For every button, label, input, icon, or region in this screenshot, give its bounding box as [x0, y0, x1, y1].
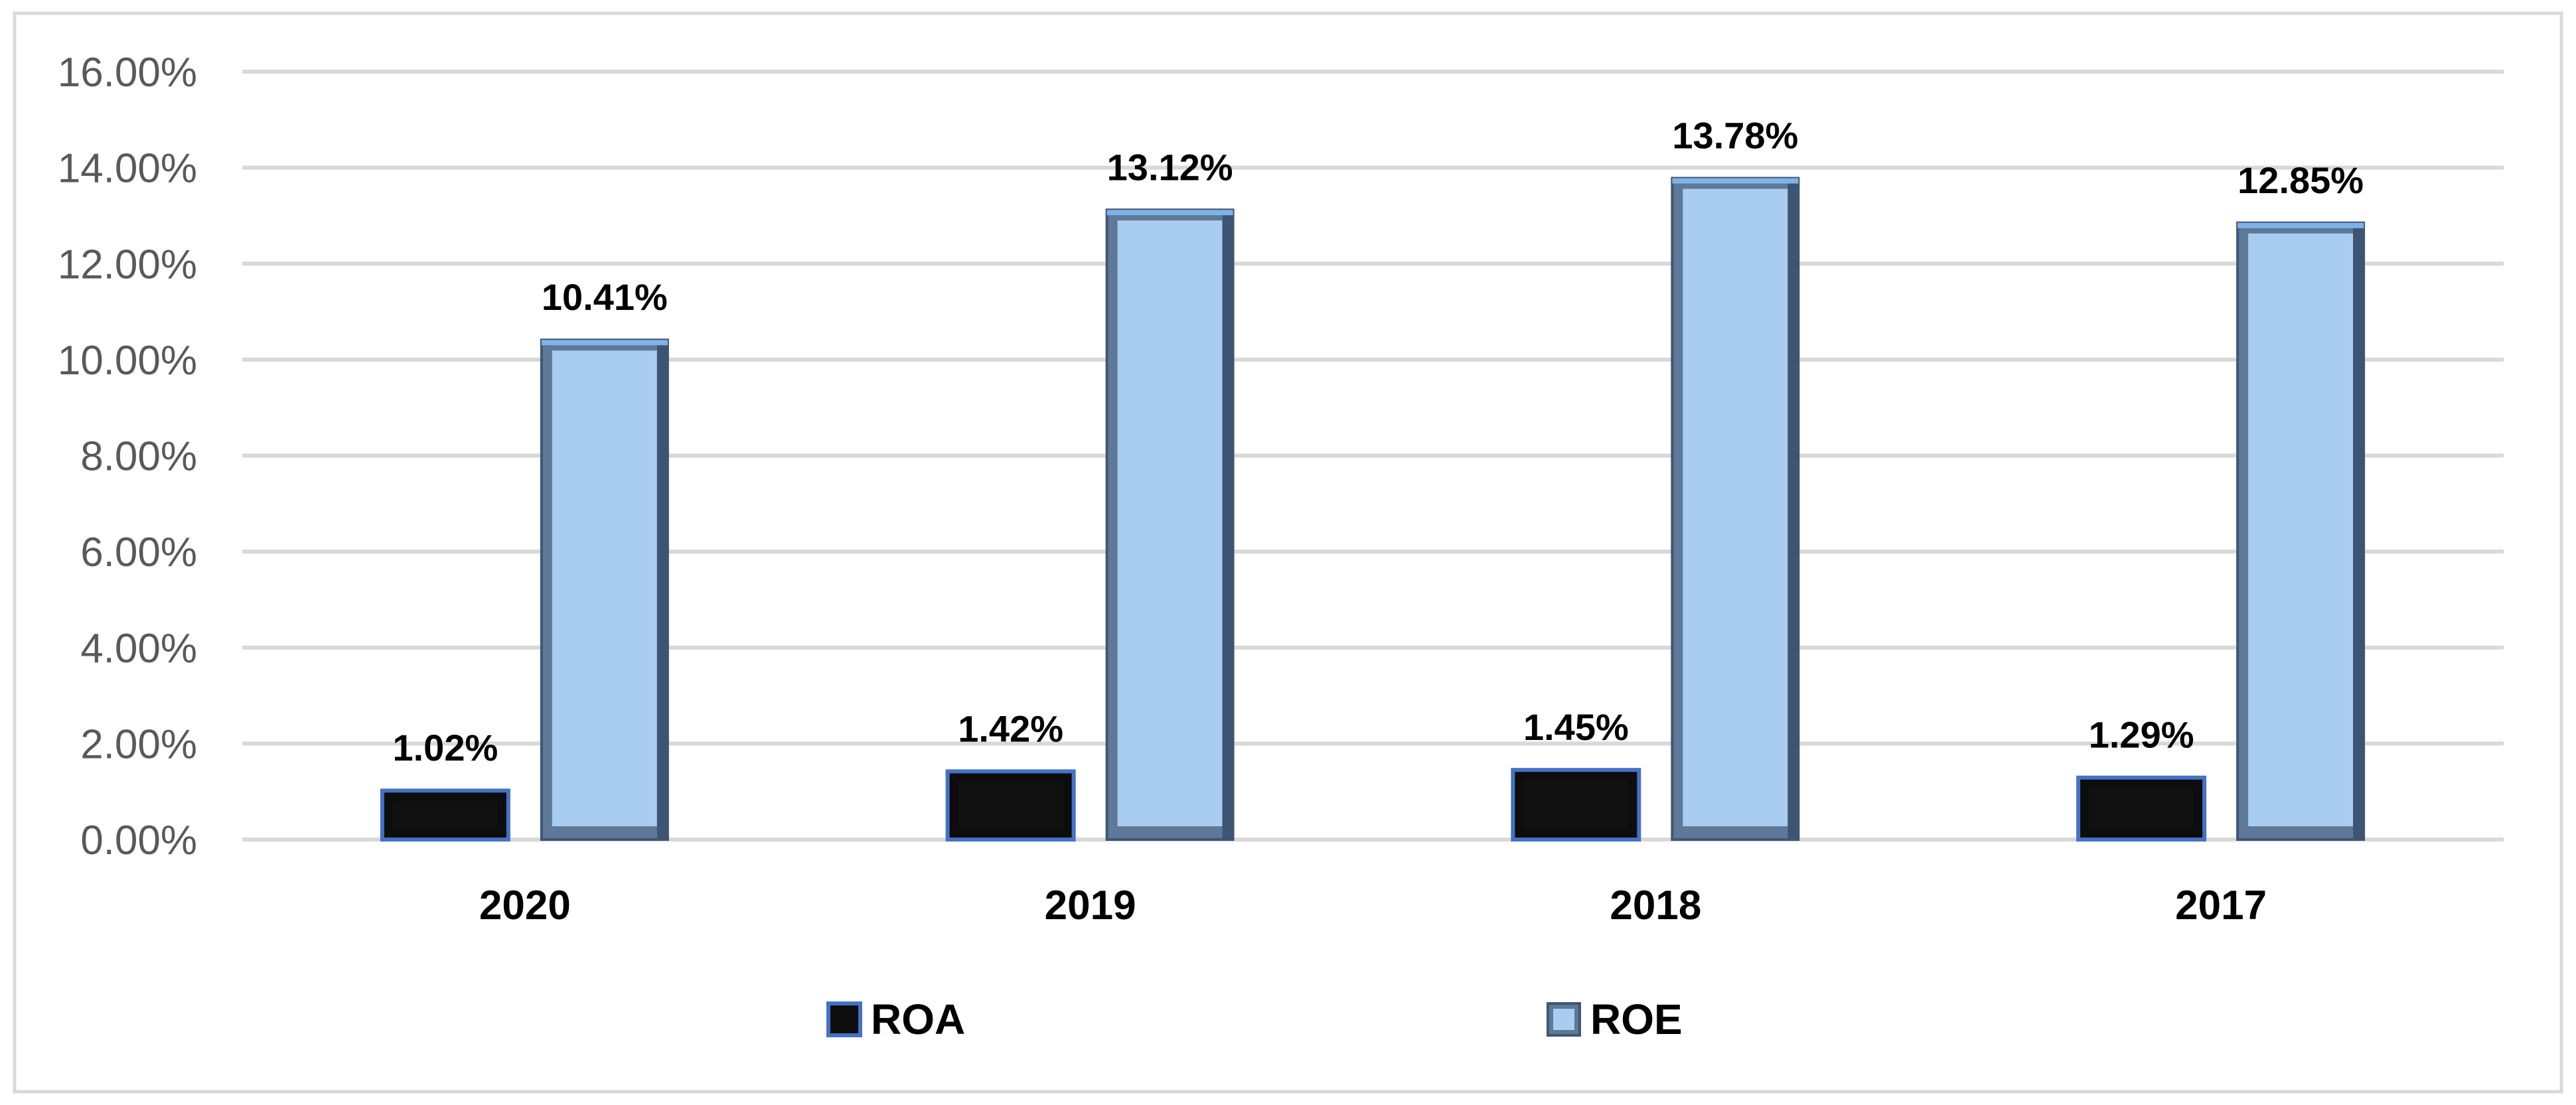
legend-item-roe: ROE	[1547, 995, 1683, 1043]
bar-side	[1787, 178, 1799, 840]
bar-face	[2089, 788, 2194, 829]
y-tick-label: 2.00%	[80, 721, 197, 767]
bar-face	[958, 782, 1063, 829]
data-label-roa-2020: 1.02%	[392, 727, 498, 769]
data-label-roe-2020: 10.41%	[542, 276, 668, 318]
bar-roe-2018	[1671, 177, 1800, 841]
legend-label: ROE	[1590, 995, 1683, 1043]
y-tick-label: 12.00%	[58, 242, 197, 287]
bar-top-edge	[541, 340, 668, 346]
bar-roa-2018	[1511, 768, 1641, 842]
bar-roa-2019	[945, 769, 1076, 842]
y-tick-label: 6.00%	[80, 530, 197, 575]
bar-side	[2353, 222, 2364, 840]
data-labels: 1.02% 10.41% 1.42% 13.12% 1.45% 13.78% 1.29% 12…	[392, 115, 2364, 769]
y-tick-label: 8.00%	[80, 434, 197, 480]
bar-roe-2020	[540, 338, 669, 841]
bar-roa-2017	[2076, 775, 2207, 842]
legend-swatch	[826, 1001, 862, 1037]
bar-roe-2019	[1105, 208, 1235, 841]
legend-label: ROA	[871, 995, 965, 1043]
y-tick-label: 16.00%	[58, 50, 197, 96]
bar-roa-2020	[380, 788, 510, 842]
bar-face	[392, 801, 498, 829]
x-axis: 2020 2019 2018 2017	[479, 883, 2267, 928]
legend-swatch-face	[1553, 1009, 1574, 1030]
legend-item-roa: ROA	[826, 995, 965, 1043]
bar-face	[1117, 220, 1223, 826]
bar-roe-2017	[2236, 221, 2366, 841]
bar-side	[1222, 210, 1233, 840]
bar-face	[552, 350, 657, 826]
data-label-roa-2018: 1.45%	[1523, 706, 1629, 748]
data-label-roe-2018: 13.78%	[1672, 115, 1798, 157]
y-tick-label: 14.00%	[58, 146, 197, 192]
bar-face	[1683, 188, 1788, 826]
x-tick-label: 2017	[2175, 883, 2267, 928]
y-tick-label: 4.00%	[80, 626, 197, 672]
data-label-roa-2019: 1.42%	[958, 707, 1063, 749]
data-label-roe-2017: 12.85%	[2237, 159, 2364, 201]
bar-side	[656, 340, 668, 840]
y-tick-label: 0.00%	[80, 818, 197, 863]
bars	[380, 177, 2366, 842]
data-label-roe-2019: 13.12%	[1107, 146, 1233, 188]
data-label-roa-2017: 1.29%	[2089, 714, 2194, 756]
y-tick-label: 10.00%	[58, 338, 197, 384]
bar-face	[1523, 780, 1629, 829]
legend: ROA ROE	[826, 995, 1683, 1043]
x-tick-label: 2020	[479, 883, 571, 928]
bar-top-edge	[2237, 222, 2364, 228]
bar-top-edge	[1672, 178, 1799, 184]
x-tick-label: 2018	[1610, 883, 1701, 928]
bar-top-edge	[1106, 210, 1233, 216]
y-axis: 0.00% 2.00% 4.00% 6.00% 8.00% 10.00% 12.00% 14.…	[58, 50, 197, 863]
x-tick-label: 2019	[1045, 883, 1136, 928]
bar-face	[2248, 233, 2354, 826]
